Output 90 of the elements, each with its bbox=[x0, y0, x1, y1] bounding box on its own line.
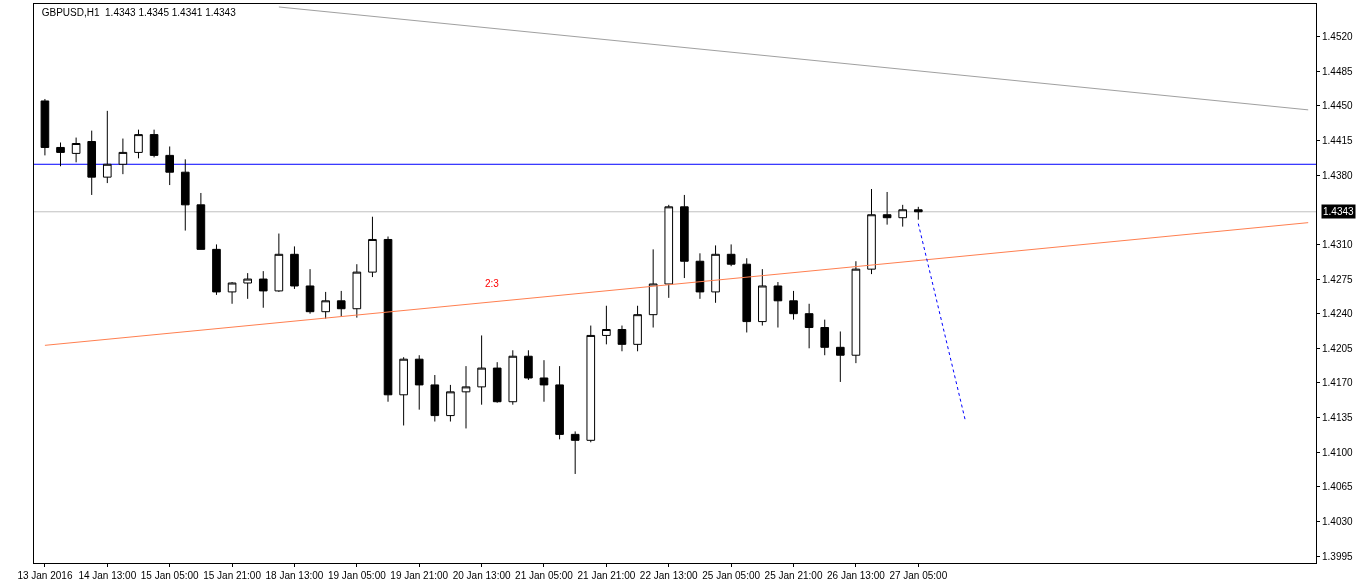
candlestick bbox=[524, 349, 533, 381]
candlestick bbox=[430, 374, 440, 423]
candlestick bbox=[71, 137, 81, 163]
y-tick-label: 1.3995 bbox=[1322, 550, 1354, 562]
candlestick bbox=[836, 330, 845, 383]
annotation: 2:3 bbox=[485, 278, 500, 289]
x-tick-label: 15 Jan 05:00 bbox=[140, 570, 200, 581]
candlestick bbox=[149, 129, 159, 158]
x-tick-label: 15 Jan 21:00 bbox=[203, 570, 262, 581]
y-tick-label: 1.4485 bbox=[1322, 65, 1354, 77]
candlestick bbox=[414, 354, 424, 411]
candlestick bbox=[477, 334, 486, 406]
x-tick-label: 20 Jan 13:00 bbox=[452, 570, 511, 581]
x-tick-label: 25 Jan 05:00 bbox=[702, 570, 761, 581]
candlestick bbox=[492, 361, 502, 404]
candlestick bbox=[40, 98, 50, 156]
candlestick bbox=[134, 129, 143, 159]
candlestick bbox=[243, 272, 252, 300]
y-tick-label: 1.4450 bbox=[1322, 100, 1354, 112]
candlestick bbox=[913, 206, 923, 221]
candlestick bbox=[570, 430, 580, 475]
x-tick-label: 25 Jan 21:00 bbox=[764, 570, 823, 581]
y-tick-label: 1.4415 bbox=[1322, 135, 1354, 147]
candlestick bbox=[508, 349, 518, 406]
candlestick bbox=[165, 145, 175, 186]
candlestick bbox=[539, 359, 549, 403]
candlestick bbox=[102, 110, 112, 184]
candlestick bbox=[851, 260, 861, 364]
candlestick bbox=[711, 244, 720, 304]
candlestick bbox=[726, 243, 736, 267]
candlestick bbox=[742, 257, 752, 333]
x-tick-label: 14 Jan 13:00 bbox=[78, 570, 137, 581]
y-tick-label: 1.4240 bbox=[1322, 308, 1354, 320]
candlestick bbox=[196, 192, 206, 250]
x-tick-label: 26 Jan 13:00 bbox=[827, 570, 886, 581]
y-tick-label: 1.4170 bbox=[1322, 377, 1354, 389]
candlestick bbox=[352, 263, 362, 319]
candlestick bbox=[820, 319, 830, 356]
candlestick bbox=[758, 268, 767, 327]
y-tick-label: 1.4030 bbox=[1322, 515, 1354, 527]
candlestick bbox=[804, 303, 814, 349]
x-tick-label: 18 Jan 13:00 bbox=[265, 570, 324, 581]
x-tick-label: 21 Jan 21:00 bbox=[577, 570, 636, 581]
candlestick bbox=[290, 245, 299, 290]
candlestick bbox=[258, 270, 268, 309]
x-tick-label: 22 Jan 13:00 bbox=[639, 570, 699, 581]
candlestick bbox=[695, 252, 705, 300]
candlestick bbox=[664, 204, 674, 299]
candlestick bbox=[336, 290, 346, 318]
candlestick bbox=[648, 248, 658, 329]
candlestick bbox=[633, 305, 642, 352]
y-tick-label: 1.4100 bbox=[1322, 446, 1354, 458]
candlestick bbox=[305, 268, 315, 315]
x-tick-label: 19 Jan 05:00 bbox=[327, 570, 387, 581]
y-tick-label: 1.4275 bbox=[1322, 273, 1354, 285]
candlestick bbox=[180, 158, 190, 232]
candlestick bbox=[383, 236, 393, 403]
x-tick-label: 13 Jan 2016 bbox=[17, 570, 73, 581]
candlestick bbox=[446, 384, 455, 423]
candlestick bbox=[368, 216, 377, 278]
candlestick bbox=[87, 130, 97, 196]
x-tick-label: 19 Jan 21:00 bbox=[390, 570, 449, 581]
y-tick-label: 1.4135 bbox=[1322, 412, 1354, 424]
x-tick-label: 27 Jan 05:00 bbox=[889, 570, 948, 581]
candlestick bbox=[773, 281, 783, 329]
candlestick bbox=[212, 243, 221, 296]
candlestick bbox=[56, 142, 65, 167]
candlestick bbox=[680, 194, 689, 279]
y-tick-label: 1.4520 bbox=[1322, 31, 1354, 43]
candlestick bbox=[586, 325, 596, 443]
candlestick bbox=[882, 191, 892, 226]
candlestick bbox=[555, 365, 564, 440]
candlestick bbox=[789, 290, 798, 321]
x-tick-label: 21 Jan 05:00 bbox=[515, 570, 574, 581]
ref-line-label: 1.4343 bbox=[1323, 206, 1355, 217]
candlestick bbox=[274, 233, 284, 293]
y-tick-label: 1.4310 bbox=[1322, 238, 1354, 250]
candlestick bbox=[321, 291, 330, 320]
candlestick bbox=[461, 365, 471, 429]
y-tick-label: 1.4380 bbox=[1322, 169, 1354, 181]
y-tick-label: 1.4065 bbox=[1322, 481, 1354, 493]
candlestick bbox=[867, 188, 876, 275]
candlestick bbox=[617, 325, 627, 352]
candlestick bbox=[118, 138, 128, 175]
y-tick-label: 1.4205 bbox=[1322, 342, 1354, 354]
candlestick bbox=[602, 305, 611, 345]
chart-title: GBPUSD,H1 1.4343 1.4345 1.4341 1.4343 bbox=[41, 6, 237, 18]
candlestick bbox=[898, 204, 908, 228]
candlestick bbox=[399, 356, 408, 426]
candlestick bbox=[227, 281, 237, 305]
